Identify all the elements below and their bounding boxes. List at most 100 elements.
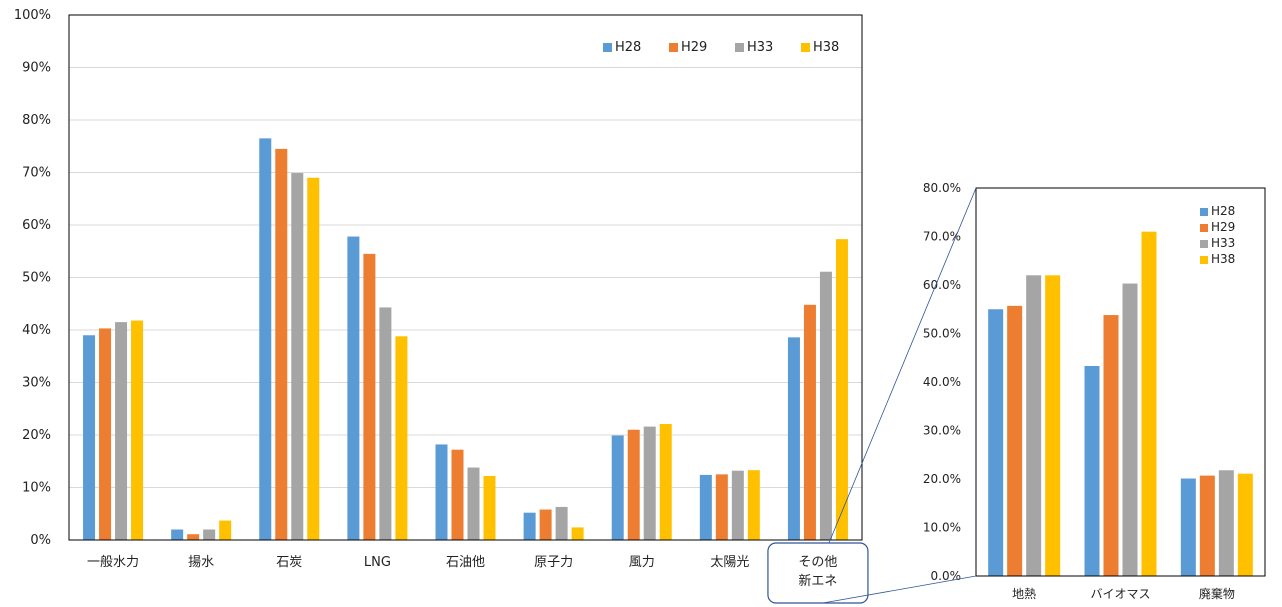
category-label: 揚水 xyxy=(188,554,214,570)
y-tick-label: 70% xyxy=(22,166,51,181)
legend-swatch xyxy=(1200,240,1208,248)
bar-h29 xyxy=(187,534,200,540)
legend-swatch xyxy=(603,43,612,52)
legend-item-h28: H28 xyxy=(1200,204,1235,218)
bar-h28 xyxy=(171,529,184,540)
bar-h29 xyxy=(275,148,288,540)
y-tick-label: 40.0% xyxy=(923,375,961,389)
y-tick-label: 100% xyxy=(14,8,51,23)
legend-label: H38 xyxy=(1211,252,1235,266)
bar-h28 xyxy=(523,512,536,540)
bar-h33 xyxy=(1218,470,1234,576)
bar-h33 xyxy=(1122,283,1138,576)
legend-label: H38 xyxy=(813,40,839,55)
category-label: 石炭 xyxy=(276,555,302,570)
bar-h33 xyxy=(115,322,128,540)
bar-h33 xyxy=(1026,275,1042,576)
y-tick-label: 10% xyxy=(22,481,51,496)
bar-h38 xyxy=(659,423,672,540)
connector-line-top xyxy=(828,187,977,544)
legend-item-h38: H38 xyxy=(801,40,839,55)
bar-h29 xyxy=(1199,475,1215,576)
y-tick-label: 90% xyxy=(22,61,51,76)
plot-frame xyxy=(68,14,863,541)
y-tick-label: 50% xyxy=(22,271,51,286)
bar-h29 xyxy=(451,449,464,540)
legend-label: H33 xyxy=(747,40,773,55)
category-label: 太陽光 xyxy=(710,555,749,570)
y-tick-label: 50.0% xyxy=(923,327,961,341)
bar-h38 xyxy=(131,320,144,540)
legend-label: H29 xyxy=(681,40,707,55)
bar-h38 xyxy=(307,177,320,540)
legend-item-h29: H29 xyxy=(1200,220,1235,234)
category-label: バイオマス xyxy=(1090,587,1150,601)
bar-h33 xyxy=(379,307,392,540)
bar-h38 xyxy=(395,336,408,540)
y-tick-label: 60.0% xyxy=(923,278,961,292)
bar-h38 xyxy=(1141,231,1157,576)
y-tick-label: 20% xyxy=(22,428,51,443)
highlight-box xyxy=(767,542,869,604)
detail-chart: 0.0% 10.0% 20.0% 30.0% 40.0% 50.0% 60.0% 70.0% 8… xyxy=(923,181,1266,601)
y-tick-label: 60% xyxy=(22,218,51,233)
category-label-line: 新エネ xyxy=(798,573,837,589)
legend-label: H28 xyxy=(1211,204,1235,218)
y-tick-label: 20.0% xyxy=(923,472,961,486)
bar-h28 xyxy=(699,474,712,540)
bar-h28 xyxy=(435,444,448,540)
legend-swatch xyxy=(1200,256,1208,264)
category-label-line: その他 xyxy=(798,555,837,570)
bar-h29 xyxy=(803,304,816,540)
legend-item-h29: H29 xyxy=(669,40,707,55)
bar-h33 xyxy=(555,506,568,540)
plot-frame xyxy=(975,187,1266,577)
bar-h29 xyxy=(363,253,376,540)
bar-h29 xyxy=(715,474,728,540)
category-label: 原子力 xyxy=(534,555,573,570)
legend-item-h33: H33 xyxy=(1200,236,1235,250)
legend-swatch xyxy=(735,43,744,52)
legend-swatch xyxy=(669,43,678,52)
bar-h28 xyxy=(787,337,800,540)
legend-label: H33 xyxy=(1211,236,1235,250)
category-label: 地熱 xyxy=(1012,587,1036,601)
legend-swatch xyxy=(801,43,810,52)
bar-h28 xyxy=(259,138,272,540)
bar-h29 xyxy=(1103,315,1119,576)
bar-h33 xyxy=(291,173,304,540)
legend-item-h28: H28 xyxy=(603,40,641,55)
zoom-connectors xyxy=(767,187,977,604)
bar-h38 xyxy=(483,475,496,540)
bar-h28 xyxy=(347,236,360,541)
legend-item-h33: H33 xyxy=(735,40,773,55)
y-tick-label: 40% xyxy=(22,323,51,338)
bar-h33 xyxy=(819,271,832,540)
y-tick-label: 80.0% xyxy=(923,181,961,195)
legend-label: H29 xyxy=(1211,220,1235,234)
y-tick-label: 80% xyxy=(22,113,51,128)
bar-h29 xyxy=(1007,305,1023,576)
bar-h28 xyxy=(988,309,1004,576)
legend-item-h38: H38 xyxy=(1200,252,1235,266)
category-label: LNG xyxy=(364,555,391,570)
bar-h28 xyxy=(1180,478,1196,576)
bar-h38 xyxy=(219,520,232,540)
bar-h33 xyxy=(731,470,744,540)
category-label: 廃棄物 xyxy=(1199,586,1235,601)
connector-line-bottom xyxy=(822,575,977,604)
category-label: 風力 xyxy=(629,555,655,570)
legend-swatch xyxy=(1200,224,1208,232)
bar-h28 xyxy=(611,435,624,540)
bar-h38 xyxy=(571,527,584,540)
bar-h33 xyxy=(643,426,656,540)
bar-h29 xyxy=(99,328,112,540)
y-tick-label: 30% xyxy=(22,376,51,391)
bar-h38 xyxy=(747,470,760,540)
y-tick-label: 70.0% xyxy=(923,230,961,244)
bar-h38 xyxy=(1237,473,1253,576)
main-chart: 0% 10% 20% 30% 40% 50% 60% 70% 80% 90% 100% 一般水力 揚水 石… xyxy=(14,8,863,589)
bar-h29 xyxy=(539,509,552,540)
legend-swatch xyxy=(1200,208,1208,216)
